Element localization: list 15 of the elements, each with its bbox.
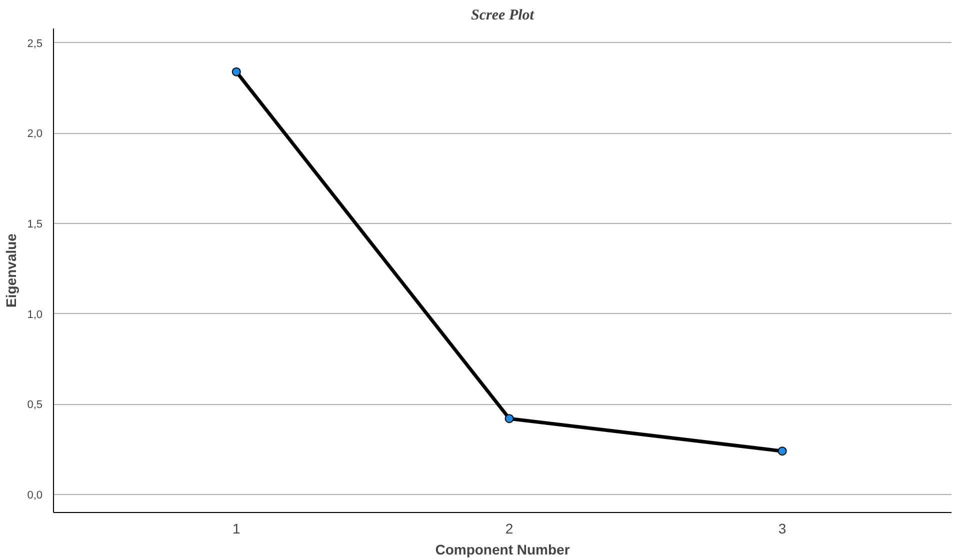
x-tick-label: 3 [778,520,786,536]
point [232,67,241,76]
x-axis-title: Component Number [435,542,570,558]
y-tick-label: 2,0 [27,128,43,140]
chart-title: Scree Plot [471,8,535,24]
y-axis-title: Eigenvalue [3,233,20,308]
point [504,414,514,424]
y-tick-label: 1,5 [27,218,43,231]
y-tick-label: 1,0 [27,308,43,321]
point [778,446,787,456]
y-tick-label: 0,0 [27,489,43,502]
y-tick-label: 0,5 [27,399,43,412]
y-tick-label: 2,5 [27,38,43,50]
x-tick-label: 2 [505,520,514,536]
x-tick-label: 1 [232,520,240,536]
